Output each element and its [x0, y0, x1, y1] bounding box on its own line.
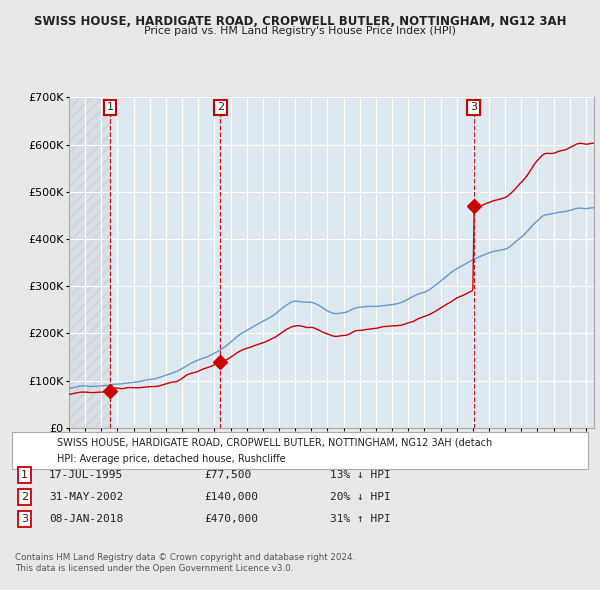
Text: 1: 1	[107, 102, 113, 112]
Text: £77,500: £77,500	[204, 470, 251, 480]
Text: 1: 1	[21, 470, 28, 480]
Text: Price paid vs. HM Land Registry's House Price Index (HPI): Price paid vs. HM Land Registry's House …	[144, 26, 456, 36]
Text: 31% ↑ HPI: 31% ↑ HPI	[330, 514, 391, 524]
Text: HPI: Average price, detached house, Rushcliffe: HPI: Average price, detached house, Rush…	[57, 454, 286, 464]
Text: SWISS HOUSE, HARDIGATE ROAD, CROPWELL BUTLER, NOTTINGHAM, NG12 3AH (detach: SWISS HOUSE, HARDIGATE ROAD, CROPWELL BU…	[57, 438, 492, 448]
Text: £140,000: £140,000	[204, 492, 258, 502]
Text: 08-JAN-2018: 08-JAN-2018	[49, 514, 124, 524]
Text: 20% ↓ HPI: 20% ↓ HPI	[330, 492, 391, 502]
Bar	[69, 97, 110, 428]
Text: 17-JUL-1995: 17-JUL-1995	[49, 470, 124, 480]
Text: 13% ↓ HPI: 13% ↓ HPI	[330, 470, 391, 480]
Text: 2: 2	[21, 492, 28, 502]
Text: SWISS HOUSE, HARDIGATE ROAD, CROPWELL BUTLER, NOTTINGHAM, NG12 3AH: SWISS HOUSE, HARDIGATE ROAD, CROPWELL BU…	[34, 15, 566, 28]
Text: 3: 3	[470, 102, 477, 112]
Text: £470,000: £470,000	[204, 514, 258, 524]
Text: 31-MAY-2002: 31-MAY-2002	[49, 492, 124, 502]
Text: 3: 3	[21, 514, 28, 524]
Text: Contains HM Land Registry data © Crown copyright and database right 2024.
This d: Contains HM Land Registry data © Crown c…	[15, 553, 355, 573]
Text: 2: 2	[217, 102, 224, 112]
